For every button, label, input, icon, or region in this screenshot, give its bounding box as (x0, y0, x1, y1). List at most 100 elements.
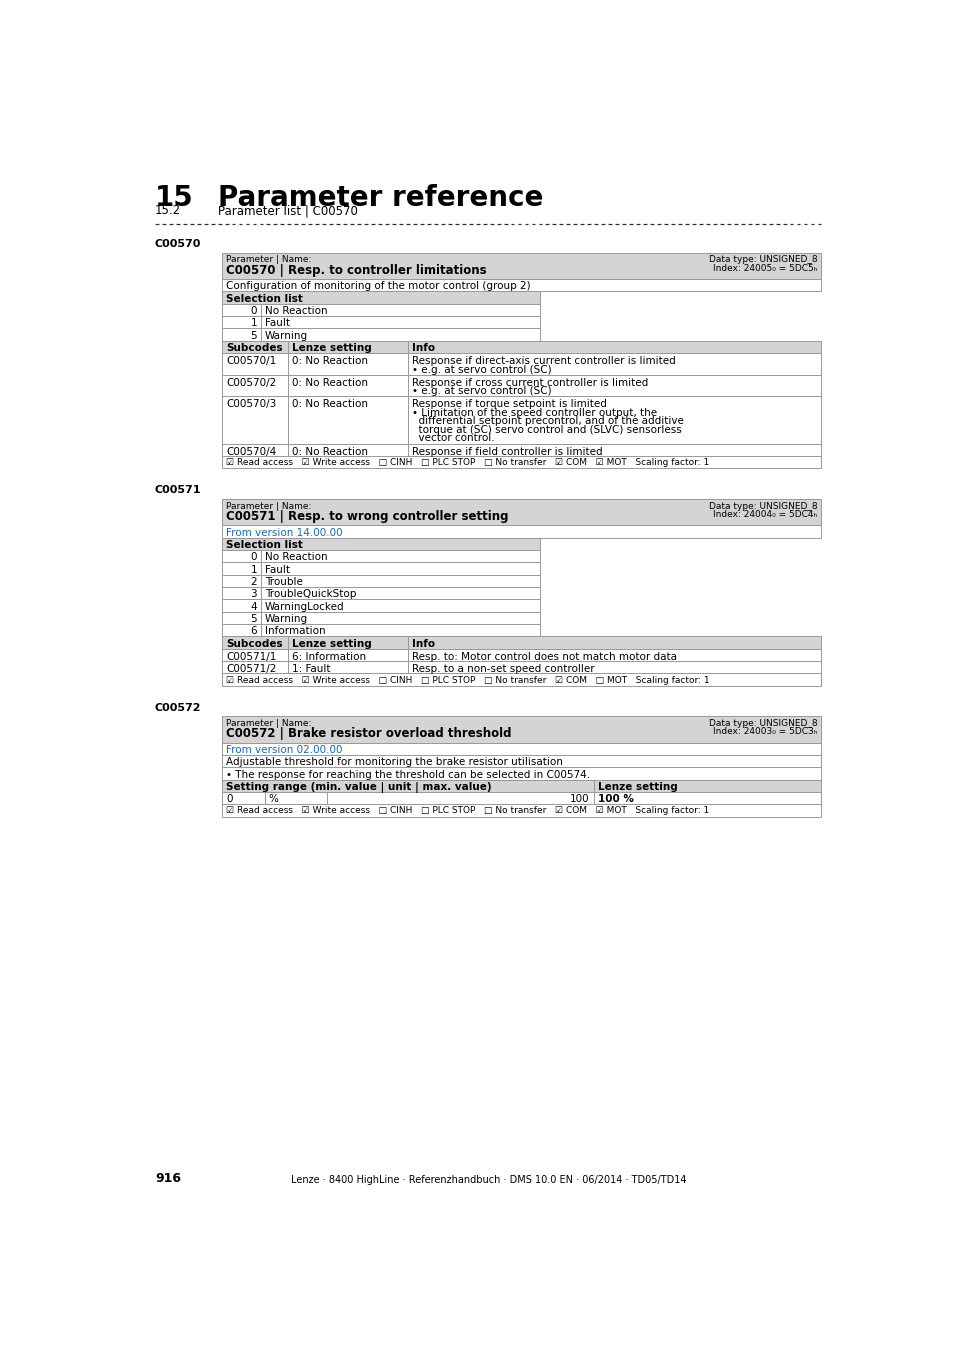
Bar (288, 648, 408, 662)
Bar (222, 612, 261, 624)
Bar (222, 779, 593, 792)
Text: Subcodes: Subcodes (226, 639, 282, 648)
Text: Configuration of monitoring of the motor control (group 2): Configuration of monitoring of the motor… (226, 281, 530, 292)
Bar (222, 549, 261, 563)
Bar (222, 767, 821, 779)
Bar (222, 662, 288, 674)
Bar (261, 549, 539, 563)
Bar (222, 252, 821, 279)
Bar (408, 636, 821, 648)
Bar (261, 587, 539, 599)
Text: C00570/4: C00570/4 (226, 447, 276, 456)
Text: Setting range (min. value | unit | max. value): Setting range (min. value | unit | max. … (226, 782, 492, 792)
Bar (222, 374, 288, 396)
Text: From version 02.00.00: From version 02.00.00 (226, 745, 342, 755)
Text: C00570/3: C00570/3 (226, 400, 276, 409)
Text: 0: 0 (251, 552, 257, 563)
Bar (222, 316, 261, 328)
Bar (222, 792, 265, 805)
Text: Response if direct-axis current controller is limited: Response if direct-axis current controll… (412, 356, 676, 366)
Bar (408, 340, 821, 352)
Text: Subcodes: Subcodes (226, 343, 282, 352)
Text: 0: No Reaction: 0: No Reaction (292, 447, 368, 456)
Bar (222, 279, 821, 292)
Text: C00570 | Resp. to controller limitations: C00570 | Resp. to controller limitations (226, 263, 486, 277)
Bar (222, 575, 261, 587)
Text: C00572: C00572 (154, 702, 201, 713)
Text: Selection list: Selection list (226, 540, 303, 549)
Text: 1: Fault: 1: Fault (292, 664, 331, 674)
Bar (222, 525, 821, 537)
Bar (408, 396, 821, 444)
Text: ☑ Read access   ☑ Write access   □ CINH   □ PLC STOP   □ No transfer   ☑ COM   ☑: ☑ Read access ☑ Write access □ CINH □ PL… (226, 806, 709, 815)
Bar (222, 396, 288, 444)
Text: Data type: UNSIGNED_8: Data type: UNSIGNED_8 (708, 255, 817, 265)
Bar (288, 374, 408, 396)
Bar (222, 717, 821, 742)
Text: Index: 24003₀ = 5DC3ₕ: Index: 24003₀ = 5DC3ₕ (713, 728, 817, 736)
Bar (288, 340, 408, 352)
Bar (222, 563, 261, 575)
Bar (261, 304, 539, 316)
Text: Selection list: Selection list (226, 294, 303, 304)
Bar (261, 624, 539, 636)
Text: Index: 24004₀ = 5DC4ₕ: Index: 24004₀ = 5DC4ₕ (713, 510, 817, 518)
Bar (222, 599, 261, 612)
Text: C00571/2: C00571/2 (226, 664, 276, 674)
Text: ☑ Read access   ☑ Write access   □ CINH   □ PLC STOP   □ No transfer   ☑ COM   ☑: ☑ Read access ☑ Write access □ CINH □ PL… (226, 459, 709, 467)
Text: 0: No Reaction: 0: No Reaction (292, 400, 368, 409)
Text: 0: 0 (226, 794, 233, 805)
Text: Data type: UNSIGNED_8: Data type: UNSIGNED_8 (708, 718, 817, 728)
Text: 6: Information: 6: Information (292, 652, 366, 662)
Text: 0: 0 (251, 306, 257, 316)
Text: Fault: Fault (265, 564, 290, 575)
Text: 1: 1 (251, 564, 257, 575)
Text: Adjustable threshold for monitoring the brake resistor utilisation: Adjustable threshold for monitoring the … (226, 757, 562, 767)
Text: • e.g. at servo control (SC): • e.g. at servo control (SC) (412, 386, 551, 396)
Text: 100 %: 100 % (597, 794, 633, 805)
Bar (408, 374, 821, 396)
Text: 5: 5 (251, 331, 257, 340)
Bar (222, 624, 261, 636)
Text: Resp. to a non-set speed controller: Resp. to a non-set speed controller (412, 664, 595, 674)
Bar (222, 328, 261, 340)
Text: Lenze setting: Lenze setting (597, 782, 677, 792)
Text: Warning: Warning (265, 331, 308, 340)
Bar (288, 662, 408, 674)
Text: Information: Information (265, 626, 325, 636)
Bar (261, 599, 539, 612)
Text: 5: 5 (251, 614, 257, 624)
Bar (222, 456, 821, 468)
Text: 4: 4 (251, 602, 257, 612)
Text: Data type: UNSIGNED_8: Data type: UNSIGNED_8 (708, 502, 817, 510)
Text: differential setpoint precontrol, and of the additive: differential setpoint precontrol, and of… (412, 416, 683, 427)
Text: ☑ Read access   ☑ Write access   □ CINH   □ PLC STOP   □ No transfer   ☑ COM   □: ☑ Read access ☑ Write access □ CINH □ PL… (226, 675, 709, 684)
Bar (261, 563, 539, 575)
Bar (408, 662, 821, 674)
Bar (261, 316, 539, 328)
Bar (261, 328, 539, 340)
Text: • Limitation of the speed controller output, the: • Limitation of the speed controller out… (412, 408, 657, 417)
Bar (261, 612, 539, 624)
Text: 1: 1 (251, 319, 257, 328)
Text: 0: No Reaction: 0: No Reaction (292, 356, 368, 366)
Text: From version 14.00.00: From version 14.00.00 (226, 528, 342, 537)
Bar (408, 352, 821, 374)
Bar (593, 792, 821, 805)
Text: Lenze · 8400 HighLine · Referenzhandbuch · DMS 10.0 EN · 06/2014 · TD05/TD14: Lenze · 8400 HighLine · Referenzhandbuch… (291, 1174, 686, 1184)
Bar (222, 444, 288, 456)
Text: Index: 24005₀ = 5DC5ₕ: Index: 24005₀ = 5DC5ₕ (713, 263, 817, 273)
Bar (222, 340, 288, 352)
Text: TroubleQuickStop: TroubleQuickStop (265, 590, 356, 599)
Text: 0: No Reaction: 0: No Reaction (292, 378, 368, 387)
Text: C00572 | Brake resistor overload threshold: C00572 | Brake resistor overload thresho… (226, 728, 511, 740)
Text: No Reaction: No Reaction (265, 306, 327, 316)
Text: Parameter reference: Parameter reference (218, 184, 543, 212)
Text: Fault: Fault (265, 319, 290, 328)
Bar (222, 352, 288, 374)
Text: vector control.: vector control. (412, 433, 495, 443)
Bar (222, 636, 288, 648)
Text: Resp. to: Motor control does not match motor data: Resp. to: Motor control does not match m… (412, 652, 677, 662)
Text: C00570/1: C00570/1 (226, 356, 276, 366)
Text: 15: 15 (154, 184, 193, 212)
